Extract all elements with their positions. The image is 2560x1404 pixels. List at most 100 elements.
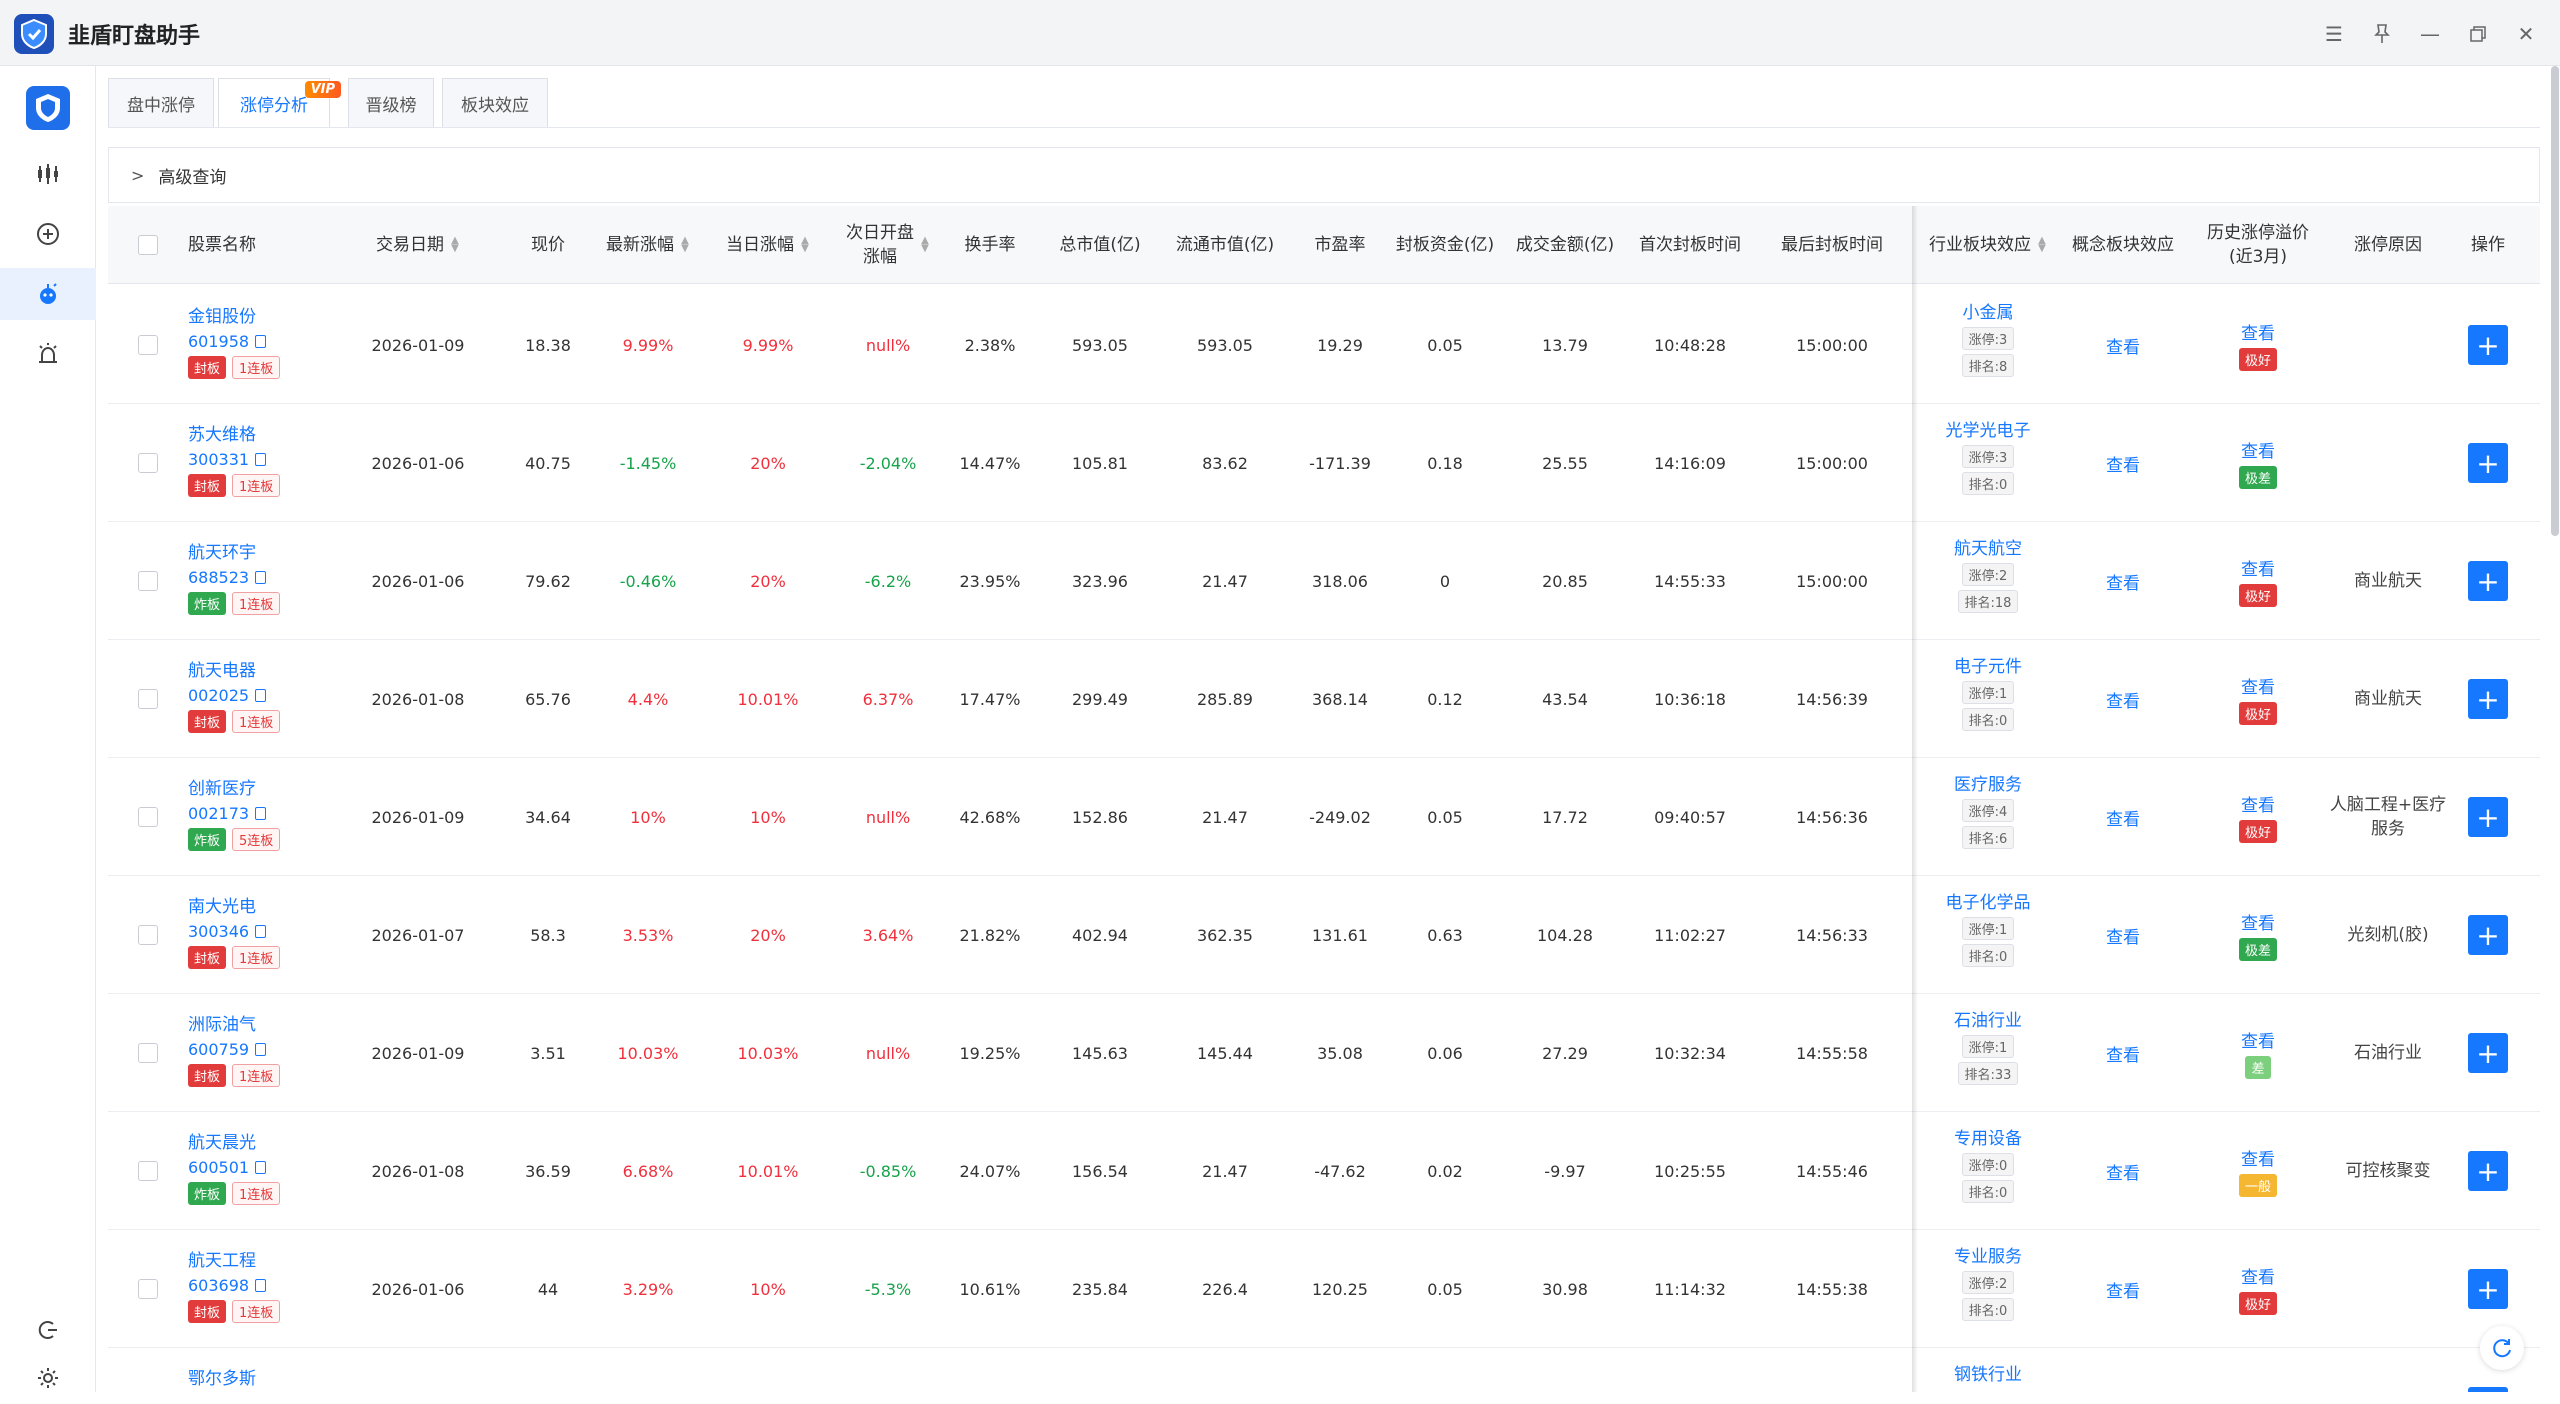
row-checkbox[interactable] [138, 453, 158, 473]
cell-first: 14:16:09 [1654, 453, 1726, 473]
premium-view-link[interactable]: 查看 [2240, 796, 2275, 816]
stock-name-link[interactable]: 洲际油气 [188, 1015, 256, 1035]
cell-next_open: -0.85% [859, 1161, 917, 1181]
add-button[interactable]: + [2468, 1151, 2508, 1191]
sidebar-item-add[interactable] [0, 208, 96, 260]
concept-view-link[interactable]: 查看 [2106, 455, 2140, 476]
premium-view-link[interactable]: 查看 [2240, 560, 2275, 580]
add-button[interactable]: + [2468, 443, 2508, 483]
concept-view-link[interactable]: 查看 [2106, 927, 2140, 948]
minimize-icon[interactable]: — [2420, 22, 2440, 46]
row-checkbox[interactable] [138, 571, 158, 591]
premium-view-link[interactable]: 查看 [2240, 1150, 2275, 1170]
copy-icon[interactable] [255, 924, 267, 938]
vertical-scrollbar[interactable] [2551, 66, 2559, 536]
row-checkbox[interactable] [138, 1279, 158, 1299]
copy-icon[interactable] [255, 1042, 267, 1056]
stock-name-link[interactable]: 航天电器 [188, 661, 256, 681]
col-price: 现价 [531, 235, 565, 255]
premium-view-link[interactable]: 查看 [2240, 1268, 2275, 1288]
tab-limit-up-analysis[interactable]: 涨停分析 VIP [218, 78, 341, 128]
stock-name-link[interactable]: 金钼股份 [188, 307, 256, 327]
industry-link[interactable]: 光学光电子 [1945, 421, 2031, 441]
copy-icon[interactable] [255, 570, 267, 584]
premium-view-link[interactable]: 查看 [2240, 678, 2275, 698]
stock-name-link[interactable]: 鄂尔多斯 [188, 1369, 256, 1389]
add-button[interactable]: + [2468, 679, 2508, 719]
add-button[interactable]: + [2468, 1269, 2508, 1309]
stock-name-link[interactable]: 创新医疗 [188, 779, 256, 799]
stock-name-link[interactable]: 航天工程 [188, 1251, 256, 1271]
industry-link[interactable]: 电子元件 [1954, 657, 2022, 677]
tab-sector-effect[interactable]: 板块效应 [442, 78, 548, 128]
cell-fmcap [1160, 1348, 1290, 1392]
add-button[interactable]: + [2468, 325, 2508, 365]
premium-view-link[interactable]: 查看 [2241, 1032, 2275, 1052]
advanced-query-label: 高级查询 [158, 167, 227, 188]
row-checkbox[interactable] [138, 335, 158, 355]
concept-view-link[interactable]: 查看 [2106, 809, 2140, 830]
reason-text: 石油行业 [2354, 1043, 2422, 1063]
sidebar-item-analysis[interactable] [0, 268, 96, 320]
restore-icon[interactable] [2464, 20, 2492, 48]
concept-view-link[interactable]: 查看 [2106, 691, 2140, 712]
add-button[interactable]: + [2468, 1033, 2508, 1073]
row-checkbox[interactable] [138, 807, 158, 827]
stock-name-link[interactable]: 苏大维格 [188, 425, 256, 445]
col-industry[interactable]: 行业板块效应 ▲ ▼ [1918, 206, 2058, 284]
stock-name-link[interactable]: 航天晨光 [188, 1133, 256, 1153]
add-button[interactable]: + [2468, 1387, 2508, 1392]
sidebar-item-alert[interactable] [0, 328, 96, 380]
stock-name-link[interactable]: 南大光电 [188, 897, 256, 917]
industry-link[interactable]: 小金属 [1962, 303, 2014, 323]
advanced-query-toggle[interactable]: > 高级查询 [108, 147, 2540, 203]
row-checkbox[interactable] [138, 1161, 158, 1181]
col-today[interactable]: 当日涨幅 ▲ ▼ [698, 206, 838, 284]
concept-view-link[interactable]: 查看 [2106, 1045, 2140, 1066]
sidebar-item-market[interactable] [0, 148, 96, 200]
industry-link[interactable]: 专业服务 [1954, 1247, 2022, 1267]
sidebar-item-settings[interactable] [0, 1352, 96, 1404]
copy-icon[interactable] [255, 1278, 267, 1292]
stock-code: 600501 [188, 1154, 338, 1180]
tab-promotion-board[interactable]: 晋级榜 [348, 78, 434, 128]
copy-icon[interactable] [255, 688, 267, 702]
col-date[interactable]: 交易日期 ▲ ▼ [348, 206, 488, 284]
add-button[interactable]: + [2468, 915, 2508, 955]
sidebar-item-logout[interactable] [0, 1304, 96, 1356]
concept-view-link[interactable]: 查看 [2106, 1281, 2140, 1302]
row-checkbox[interactable] [138, 689, 158, 709]
streak-tag: 1连板 [232, 946, 281, 969]
stock-cell: 航天工程 603698 封板 1连板 [188, 1246, 338, 1323]
copy-icon[interactable] [255, 806, 267, 820]
premium-view-link[interactable]: 查看 [2240, 324, 2275, 344]
col-industry-label: 行业板块效应 [1929, 235, 2031, 255]
premium-view-link[interactable]: 查看 [2240, 914, 2275, 934]
tab-intraday-limit-up[interactable]: 盘中涨停 [108, 78, 214, 128]
add-button[interactable]: + [2468, 797, 2508, 837]
industry-link[interactable]: 电子化学品 [1945, 893, 2031, 913]
industry-link[interactable]: 钢铁行业 [1954, 1365, 2022, 1385]
industry-link[interactable]: 专用设备 [1954, 1129, 2022, 1149]
pin-icon[interactable] [2368, 20, 2396, 48]
copy-icon[interactable] [255, 1160, 267, 1174]
industry-link[interactable]: 石油行业 [1954, 1011, 2022, 1031]
stock-name-link[interactable]: 航天环宇 [188, 543, 256, 563]
menu-icon[interactable]: ☰ [2325, 22, 2343, 46]
close-icon[interactable]: ✕ [2517, 22, 2535, 46]
concept-view-link[interactable]: 查看 [2106, 573, 2140, 594]
col-latest[interactable]: 最新涨幅 ▲ ▼ [578, 206, 718, 284]
refresh-button[interactable] [2480, 1326, 2524, 1370]
concept-view-link[interactable]: 查看 [2106, 1163, 2140, 1184]
row-checkbox[interactable] [138, 925, 158, 945]
concept-view-link[interactable]: 查看 [2106, 337, 2140, 358]
industry-link[interactable]: 航天航空 [1954, 539, 2022, 559]
industry-link[interactable]: 医疗服务 [1954, 775, 2022, 795]
row-checkbox[interactable] [138, 1043, 158, 1063]
copy-icon[interactable] [255, 452, 267, 466]
col-next-open[interactable]: 次日开盘 涨幅 ▲ ▼ [818, 206, 958, 284]
add-button[interactable]: + [2468, 561, 2508, 601]
copy-icon[interactable] [255, 334, 267, 348]
premium-view-link[interactable]: 查看 [2240, 442, 2275, 462]
select-all-checkbox[interactable] [138, 235, 158, 255]
